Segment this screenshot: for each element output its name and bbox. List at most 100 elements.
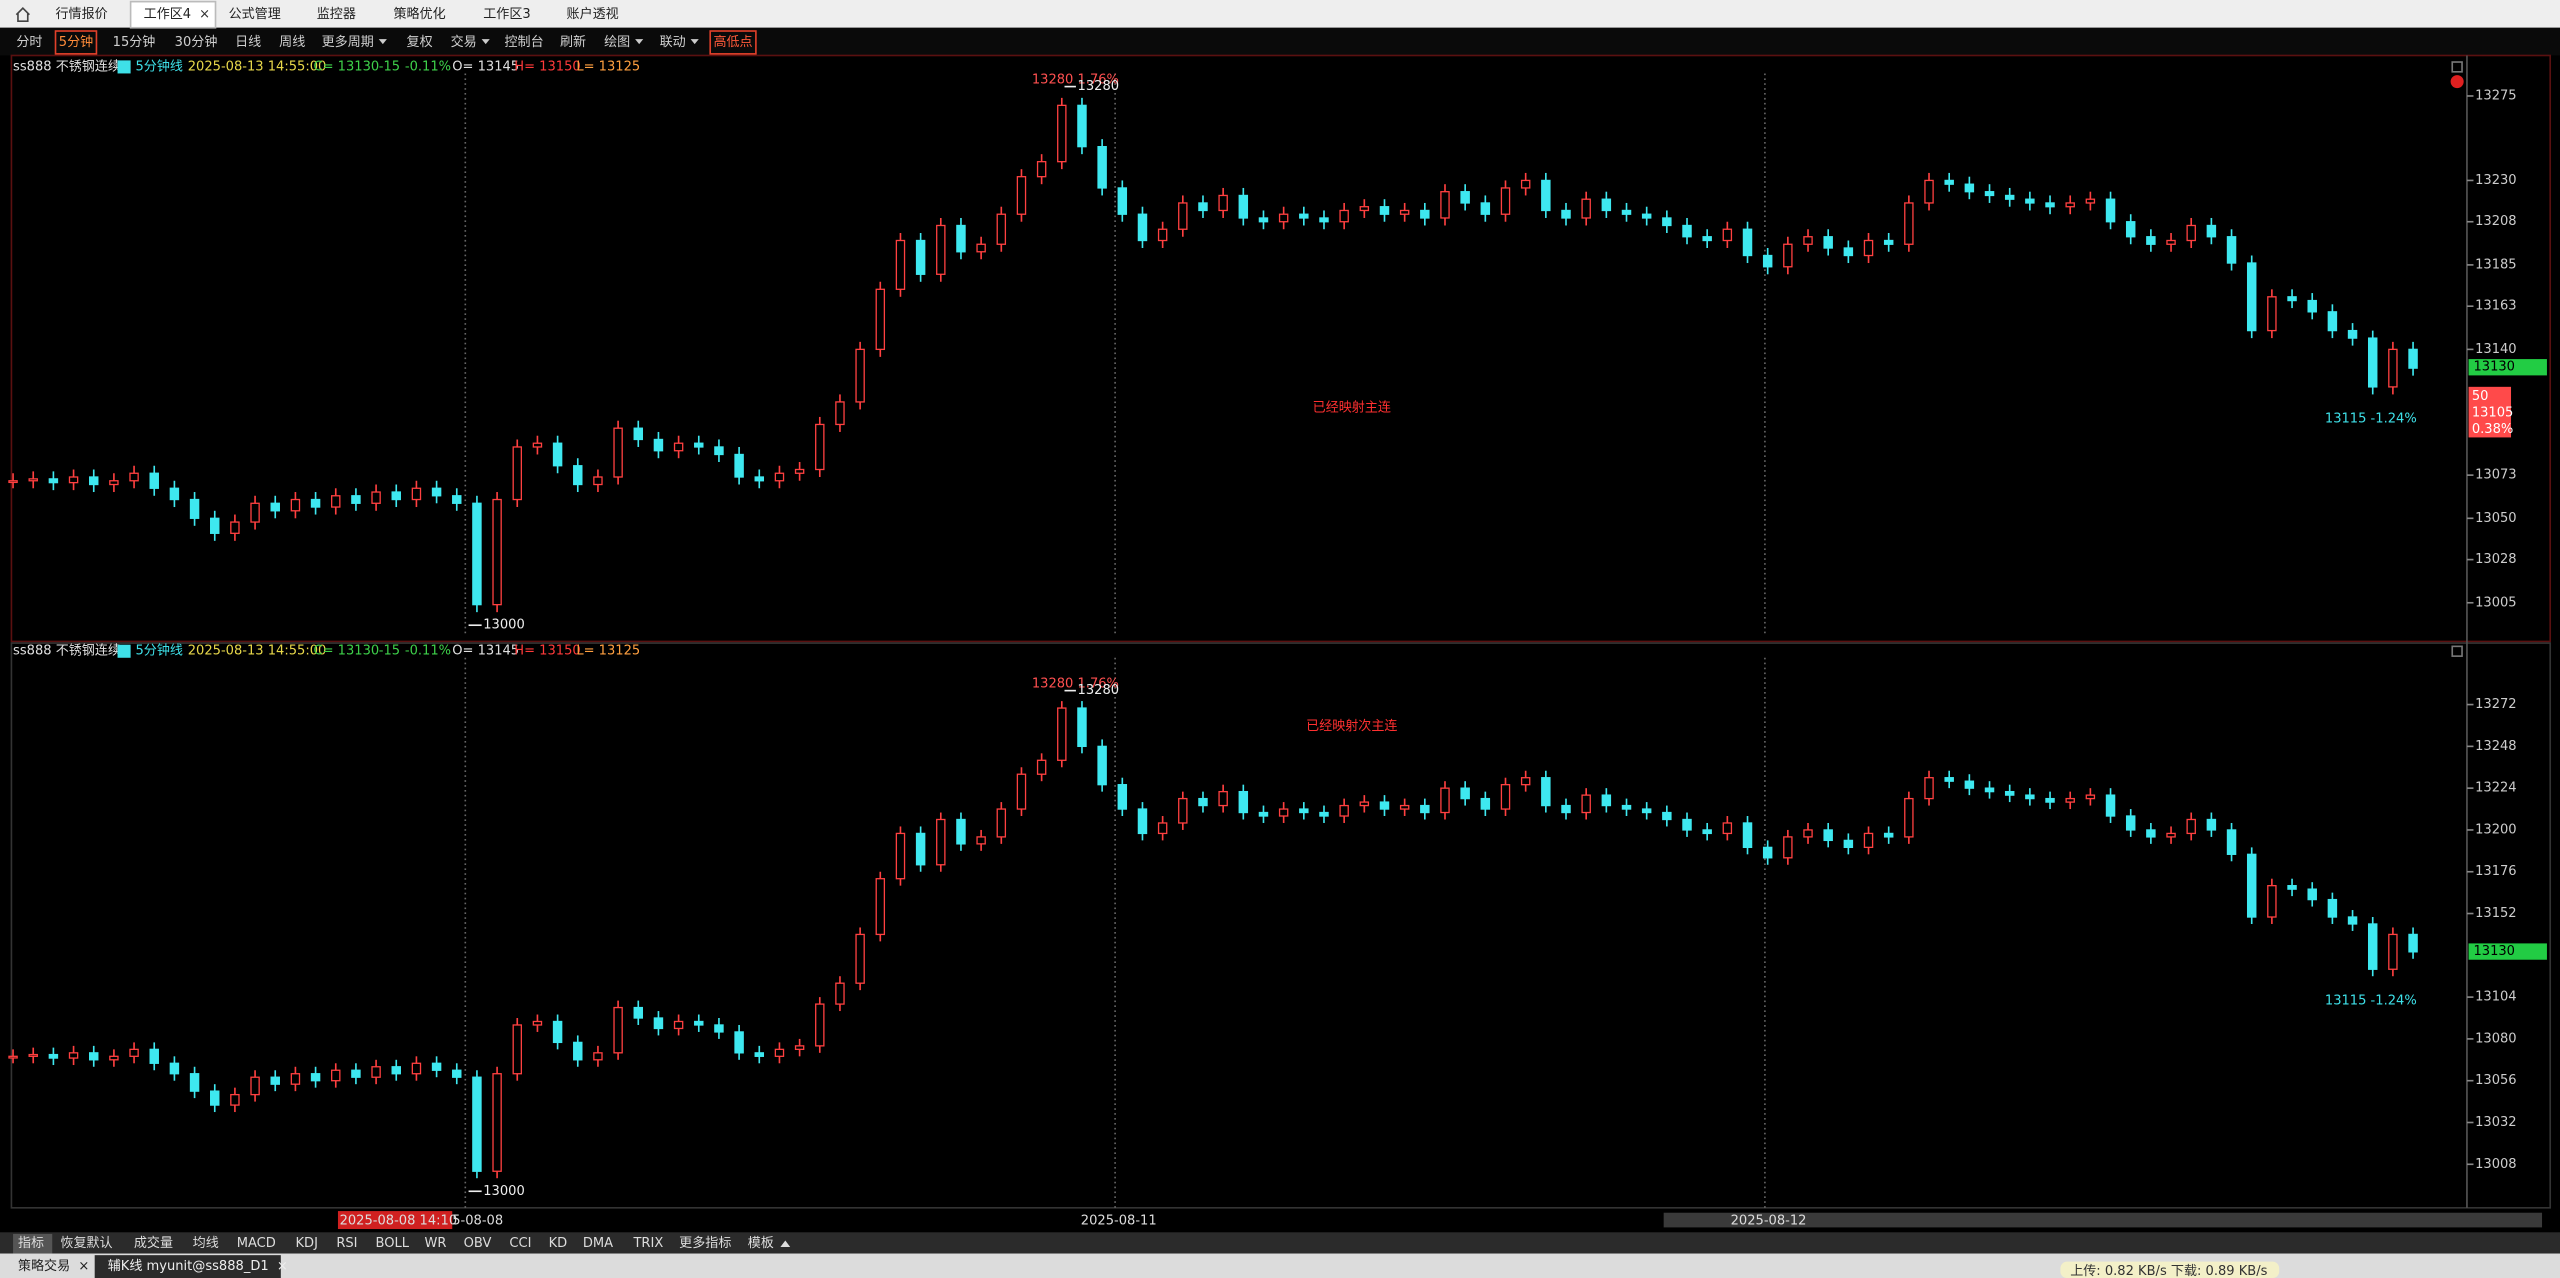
status-tab[interactable]: 策略交易	[18, 1258, 70, 1274]
candle-body	[2388, 933, 2398, 970]
indicator-tab[interactable]: MACD	[237, 1236, 276, 1251]
info-field: C= 13130	[313, 644, 379, 659]
info-field: L= 13125	[576, 59, 640, 74]
tab[interactable]: 工作区3	[483, 7, 530, 22]
candle-body	[1924, 179, 1934, 204]
y-tick-label: 13208	[2475, 214, 2517, 229]
tab[interactable]: 公式管理	[229, 7, 281, 22]
candle-body	[2004, 790, 2015, 796]
indicator-tab[interactable]: KDJ	[296, 1236, 318, 1251]
candle-body	[633, 427, 644, 441]
scrollbar[interactable]	[1663, 1212, 2543, 1228]
tab-bar	[0, 0, 2560, 28]
y-tick-label: 13275	[2475, 88, 2517, 103]
candle-body	[1762, 254, 1773, 268]
info-icon	[117, 644, 131, 658]
candle-body	[472, 1076, 482, 1172]
indicator-tab[interactable]: TRIX	[632, 1236, 663, 1251]
candle-body	[1621, 804, 1632, 810]
indicator-tab[interactable]: 更多指标	[679, 1235, 731, 1251]
toolbar-button[interactable]: 交易	[451, 34, 477, 50]
toolbar-button[interactable]: 15分钟	[113, 34, 156, 50]
tab[interactable]: 策略优化	[393, 6, 445, 22]
tab[interactable]: 账户透视	[567, 6, 619, 22]
home-icon[interactable]	[15, 7, 30, 23]
candle-body	[673, 1020, 684, 1030]
indicator-tab[interactable]: OBV	[464, 1236, 492, 1251]
toolbar-button[interactable]: 复权	[407, 34, 433, 50]
tab[interactable]: 工作区4	[144, 7, 191, 22]
tab[interactable]: 监控器	[317, 7, 356, 22]
toolbar-button[interactable]: 高低点	[713, 34, 752, 50]
candle-body	[1420, 209, 1430, 219]
toolbar-button[interactable]: 5分钟	[59, 34, 93, 50]
y-tick-label: 13028	[2475, 552, 2517, 567]
indicator-tab[interactable]: RSI	[336, 1236, 357, 1251]
candle-body	[1238, 790, 1249, 814]
candle-body	[1601, 198, 1612, 212]
button-frame	[54, 30, 98, 55]
candle-body	[714, 1024, 724, 1033]
toolbar-button[interactable]: 日线	[235, 35, 261, 50]
candle-body	[915, 239, 926, 275]
candle-body	[2347, 916, 2358, 925]
candle-body	[2408, 348, 2418, 369]
candle-body	[2226, 829, 2237, 855]
candle-body	[2186, 224, 2196, 242]
y-tick-label: 13140	[2475, 342, 2517, 357]
candle-body	[754, 1052, 765, 1057]
tab[interactable]: 行情报价	[56, 7, 108, 22]
y-tick-label: 13224	[2475, 781, 2517, 796]
candle-body	[1036, 161, 1047, 178]
indicator-tab[interactable]: 模板	[748, 1236, 774, 1251]
candle-body	[452, 1069, 462, 1078]
candle-body	[1863, 832, 1874, 849]
candle-body	[2166, 832, 2176, 838]
candle-body	[1480, 202, 1491, 215]
info-field: -0.11%	[405, 644, 451, 659]
candle-body	[956, 224, 966, 253]
candle-body	[1520, 179, 1531, 189]
candle-body	[573, 465, 583, 486]
candle-body	[1440, 787, 1450, 814]
candle-body	[2146, 829, 2156, 838]
low-label: 13000	[483, 618, 525, 633]
toolbar-button[interactable]: 刷新	[560, 34, 586, 50]
toolbar-button[interactable]: 联动	[660, 35, 686, 50]
indicator-tab[interactable]: 均线	[193, 1236, 219, 1251]
info-icon	[117, 60, 131, 74]
status-close: ×	[78, 1259, 89, 1274]
toolbar-button[interactable]: 30分钟	[175, 34, 218, 50]
candle-body	[1057, 104, 1067, 163]
candle-body	[1601, 794, 1612, 807]
toolbar-button[interactable]: 控制台	[504, 35, 543, 50]
indicator-tab[interactable]: WR	[424, 1236, 446, 1251]
y-tick-label: 13230	[2475, 173, 2517, 188]
indicator-tab[interactable]: 成交量	[134, 1235, 173, 1251]
candle-body	[1944, 179, 1954, 185]
candle-body	[2287, 885, 2297, 890]
candle-body	[1702, 829, 1712, 835]
candle-body	[512, 446, 522, 501]
candle-body	[149, 1048, 159, 1064]
toolbar-button[interactable]: 更多周期	[322, 34, 374, 50]
candle-body	[1722, 228, 1733, 242]
candle-body	[1581, 198, 1591, 219]
info-field: 5分钟线	[136, 58, 183, 74]
toolbar-button[interactable]: 周线	[279, 35, 305, 50]
indicator-tab[interactable]: KD	[549, 1236, 568, 1251]
indicator-tab[interactable]: BOLL	[376, 1236, 410, 1251]
status-tab[interactable]: 辅K线 myunit@ss888_D1	[108, 1259, 269, 1274]
toolbar-button[interactable]: 分时	[16, 35, 42, 50]
candle-body	[1359, 801, 1370, 807]
candle-body	[1984, 191, 1995, 197]
indicator-tab[interactable]: CCI	[509, 1236, 531, 1251]
candle-body	[169, 1062, 180, 1075]
indicator-tab[interactable]: 恢复默认	[60, 1235, 112, 1251]
indicator-tab[interactable]: DMA	[583, 1236, 613, 1251]
candle-body	[613, 427, 623, 478]
toolbar-button[interactable]: 绘图	[604, 35, 630, 50]
candle-body	[68, 1052, 79, 1059]
indicator-tab[interactable]: 指标	[18, 1236, 44, 1251]
info-field: ss888 不锈钢连续	[13, 643, 121, 659]
